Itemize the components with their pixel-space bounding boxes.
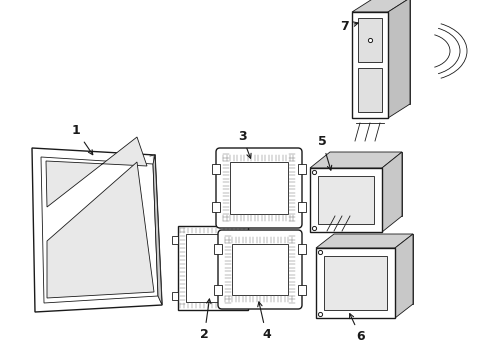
Polygon shape [324, 256, 387, 310]
Polygon shape [248, 292, 254, 300]
Polygon shape [316, 248, 395, 318]
Polygon shape [172, 292, 178, 300]
Polygon shape [230, 162, 288, 214]
Polygon shape [374, 0, 410, 104]
Polygon shape [358, 68, 382, 112]
Text: 3: 3 [238, 130, 251, 158]
Text: 5: 5 [318, 135, 332, 170]
Polygon shape [310, 168, 382, 232]
Polygon shape [310, 152, 402, 168]
Polygon shape [388, 0, 410, 118]
Text: 6: 6 [349, 314, 365, 343]
Polygon shape [298, 164, 306, 174]
Polygon shape [352, 0, 410, 12]
Polygon shape [330, 152, 402, 216]
Polygon shape [318, 176, 374, 224]
Polygon shape [178, 226, 248, 310]
Polygon shape [153, 155, 162, 305]
Polygon shape [395, 234, 413, 318]
Polygon shape [232, 244, 288, 295]
Polygon shape [47, 162, 154, 298]
Polygon shape [298, 244, 306, 254]
Text: 4: 4 [258, 302, 271, 341]
Polygon shape [248, 236, 254, 244]
Polygon shape [172, 236, 178, 244]
FancyBboxPatch shape [218, 230, 302, 309]
Text: 2: 2 [200, 299, 211, 341]
Polygon shape [214, 244, 222, 254]
Polygon shape [46, 137, 147, 207]
Polygon shape [382, 152, 402, 232]
Polygon shape [316, 234, 413, 248]
Polygon shape [212, 164, 220, 174]
Text: 1: 1 [72, 124, 93, 155]
Polygon shape [41, 157, 158, 303]
Polygon shape [212, 202, 220, 212]
Polygon shape [298, 202, 306, 212]
Polygon shape [214, 285, 222, 295]
Polygon shape [334, 234, 413, 304]
FancyBboxPatch shape [216, 148, 302, 228]
Polygon shape [32, 148, 162, 312]
Polygon shape [358, 18, 382, 62]
Polygon shape [298, 285, 306, 295]
Polygon shape [352, 12, 388, 118]
Text: 7: 7 [340, 20, 358, 33]
Polygon shape [186, 234, 240, 302]
